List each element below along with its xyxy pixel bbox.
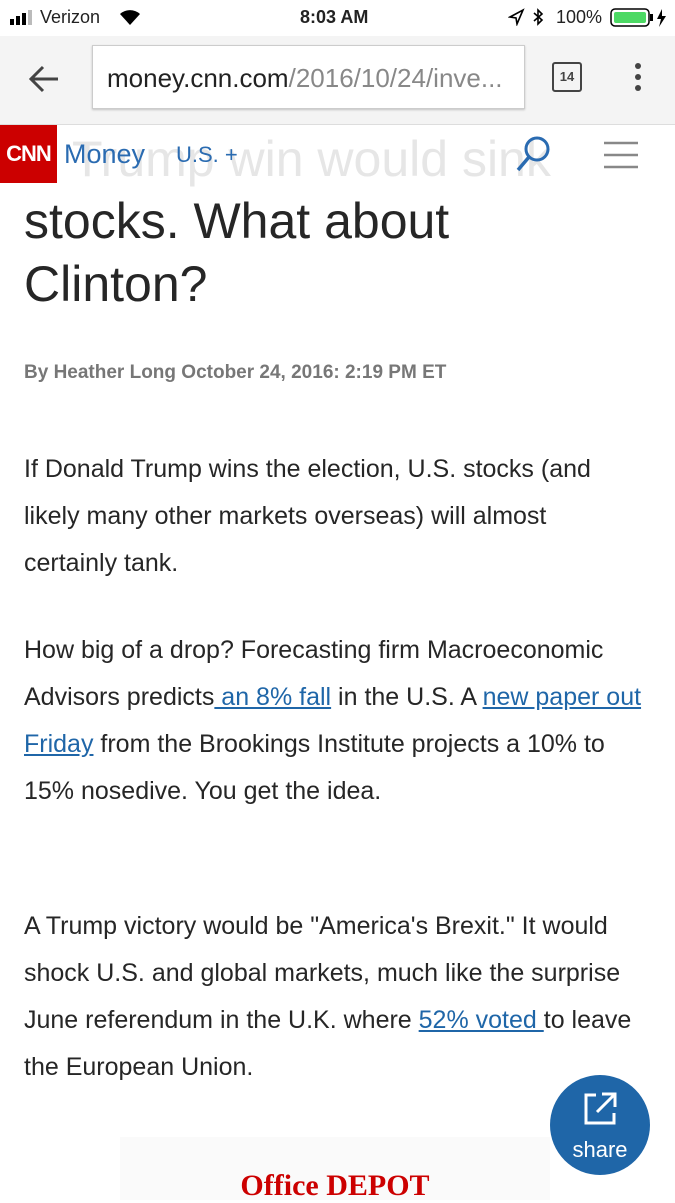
menu-button[interactable] — [632, 62, 644, 94]
carrier: Verizon — [40, 7, 101, 27]
text-run: to leave the European Union. — [24, 1006, 632, 1081]
clock: 8:03 AM — [300, 7, 369, 27]
section-name[interactable]: Money — [64, 139, 146, 169]
search-icon[interactable] — [515, 134, 551, 174]
text-run: If Donald Trump wins the election, U.S. … — [24, 455, 591, 577]
status-bar: Verizon 8:03 AM 100% — [0, 0, 675, 36]
share-label: share — [572, 1137, 628, 1162]
battery-icon — [610, 8, 666, 27]
share-button[interactable]: share — [550, 1075, 650, 1175]
url-host: money.cnn.com — [107, 63, 289, 93]
text-run: from the Brookings Institute projects a … — [24, 730, 605, 805]
text-run: How big of a drop? Forecasting firm Macr… — [24, 636, 604, 711]
text-run: in the U.S. A — [331, 683, 483, 711]
url-bar[interactable]: money.cnn.com/2016/10/24/inve... — [92, 45, 525, 109]
text-run: A Trump victory would be "America's Brex… — [24, 912, 621, 1034]
wifi-icon — [120, 10, 140, 25]
battery-level: 100% — [556, 7, 603, 27]
byline: By Heather Long October 24, 2016: 2:19 P… — [24, 362, 447, 383]
browser-toolbar: money.cnn.com/2016/10/24/inve... 14 — [0, 36, 675, 125]
inline-link[interactable]: 52% voted — [418, 1006, 544, 1034]
url-path: /2016/10/24/inve... — [288, 63, 503, 93]
location-bluetooth-icons — [508, 8, 544, 26]
hamburger-menu[interactable] — [603, 140, 639, 170]
article-title: stocks. What about Clinton? — [24, 193, 450, 312]
cnn-logo[interactable]: CNN — [0, 125, 57, 183]
hidden-title-line: Trump win would sink — [72, 131, 551, 187]
edition-menu[interactable]: U.S. + — [176, 142, 238, 167]
paragraph: How big of a drop? Forecasting firm Macr… — [24, 627, 644, 815]
paragraph: A Trump victory would be "America's Brex… — [24, 903, 644, 1091]
inline-link[interactable]: an 8% fall — [214, 683, 332, 711]
ad-banner: Office DEPOT — [120, 1137, 550, 1202]
tab-switcher[interactable]: 14 — [552, 62, 582, 92]
signal-icon — [10, 10, 32, 25]
ad-brand: Office DEPOT — [240, 1169, 430, 1202]
site-nav: CNN Money U.S. + — [0, 124, 675, 188]
share-icon — [584, 1092, 617, 1125]
back-button[interactable] — [28, 64, 62, 94]
paragraph: If Donald Trump wins the election, U.S. … — [24, 446, 644, 587]
inline-link[interactable]: new paper out Friday — [24, 683, 642, 758]
